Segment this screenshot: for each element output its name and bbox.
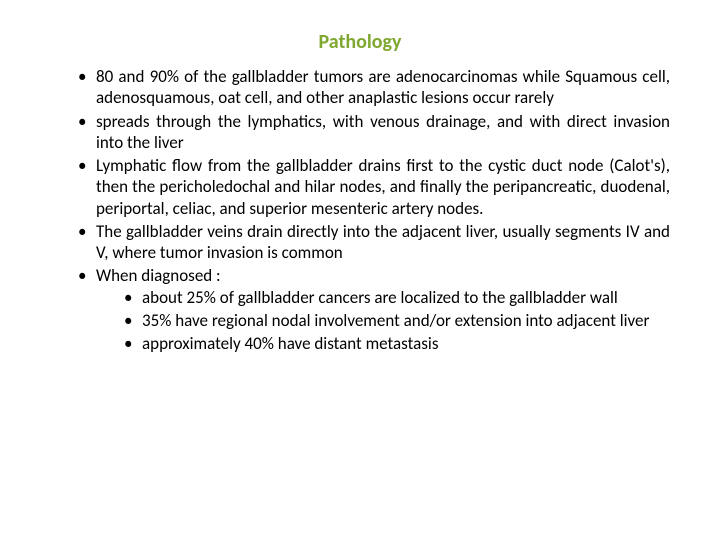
list-item: 80 and 90% of the gallbladder tumors are… [78,66,670,109]
sub-list-item: 35% have regional nodal involvement and/… [124,310,670,331]
sub-bullet-list: about 25% of gallbladder cancers are loc… [96,287,670,355]
list-item: spreads through the lymphatics, with ven… [78,111,670,154]
bullet-list: 80 and 90% of the gallbladder tumors are… [50,66,670,354]
list-item-text: When diagnosed : [96,265,221,286]
list-item: Lymphatic flow from the gallbladder drai… [78,155,670,219]
list-item: When diagnosed : about 25% of gallbladde… [78,265,670,354]
list-item: The gallbladder veins drain directly int… [78,221,670,264]
sub-list-item: approximately 40% have distant metastasi… [124,333,670,354]
page-title: Pathology [50,30,670,54]
sub-list-item: about 25% of gallbladder cancers are loc… [124,287,670,308]
